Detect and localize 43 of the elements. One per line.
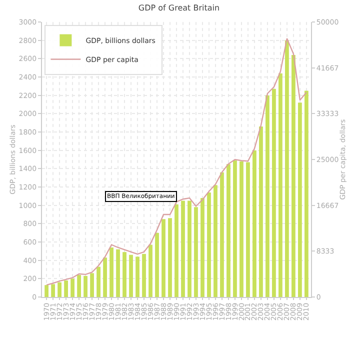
bar xyxy=(220,172,224,297)
bar xyxy=(278,73,282,297)
bar xyxy=(233,160,237,297)
bar xyxy=(240,161,244,297)
line-series xyxy=(46,38,308,286)
bar xyxy=(51,284,55,297)
bar xyxy=(207,192,211,297)
bar xyxy=(96,266,100,297)
bar xyxy=(136,256,140,297)
bar xyxy=(292,55,296,297)
bar xyxy=(58,282,62,297)
bar xyxy=(110,248,114,297)
bar xyxy=(103,258,107,297)
bar xyxy=(181,200,185,297)
bar xyxy=(122,252,126,297)
bar xyxy=(214,185,218,297)
bar xyxy=(155,232,159,297)
chart-title: GDP of Great Britain xyxy=(138,4,220,13)
bar xyxy=(174,204,178,297)
bar xyxy=(142,254,146,297)
bar xyxy=(298,102,302,297)
bar xyxy=(162,219,166,297)
bar xyxy=(44,285,48,297)
bar xyxy=(194,207,198,297)
bar xyxy=(77,275,81,297)
bar xyxy=(90,273,94,297)
bar xyxy=(70,278,74,297)
bar xyxy=(272,88,276,297)
bar xyxy=(148,244,152,297)
bar xyxy=(188,200,192,297)
bar xyxy=(266,95,270,297)
bar xyxy=(226,164,230,297)
bar xyxy=(84,276,88,297)
bar xyxy=(285,40,289,297)
bar xyxy=(304,90,308,297)
bar xyxy=(259,126,263,297)
bar xyxy=(129,254,133,297)
bar xyxy=(252,150,256,297)
bar xyxy=(116,249,120,297)
bar xyxy=(168,218,172,297)
bar xyxy=(64,280,68,297)
bar xyxy=(200,198,204,297)
bar xyxy=(246,162,250,297)
